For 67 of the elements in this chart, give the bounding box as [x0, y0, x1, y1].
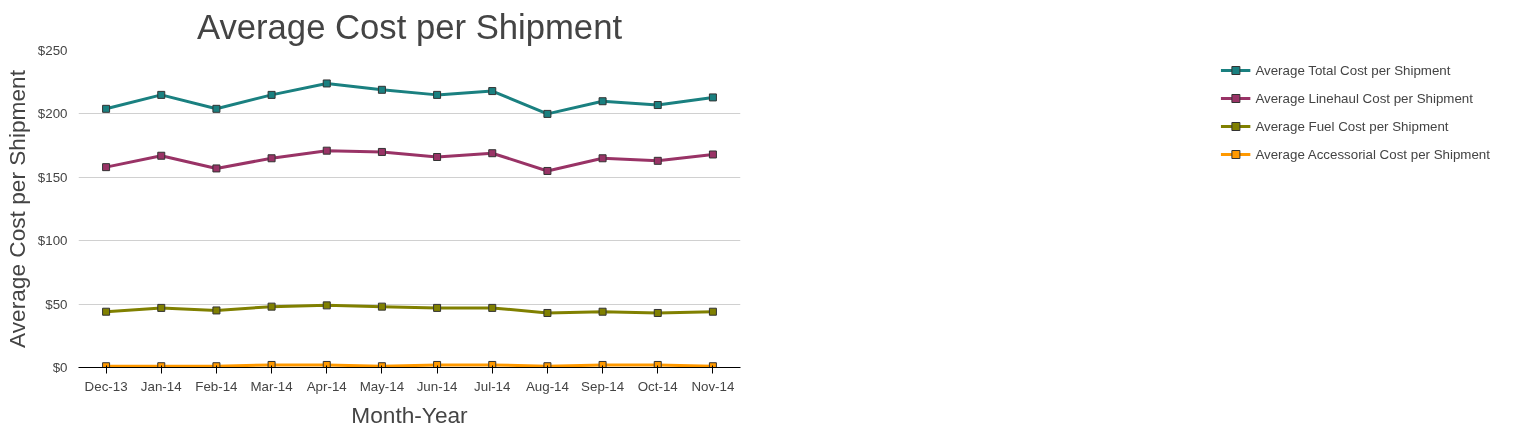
point [708, 93, 717, 102]
point [708, 150, 717, 159]
point [267, 154, 276, 163]
x-tick-label: Mar-14 [250, 378, 294, 394]
point [653, 101, 662, 110]
point [102, 104, 111, 113]
point [157, 90, 166, 99]
point [377, 147, 386, 156]
point [543, 109, 552, 118]
y-tick-label: $50 [45, 296, 68, 312]
point [102, 163, 111, 172]
x-tick-label: May-14 [359, 378, 405, 394]
point [488, 87, 497, 96]
chart-title: Average Cost per Shipment [196, 7, 623, 46]
legend-label: Average Fuel Cost per Shipment [1255, 118, 1449, 134]
point [322, 301, 331, 310]
x-tick-label: Aug-14 [525, 378, 570, 394]
point [267, 360, 276, 368]
point [543, 166, 552, 175]
x-tick-label: Sep-14 [581, 378, 625, 394]
point [653, 308, 662, 317]
point [157, 303, 166, 312]
point [102, 307, 111, 316]
point [653, 360, 662, 368]
point [708, 307, 717, 316]
point [598, 154, 607, 163]
x-tick-label: Oct-14 [637, 378, 679, 394]
point [157, 151, 166, 160]
legend-label: Average Total Cost per Shipment [1255, 62, 1451, 78]
x-tick-label: Feb-14 [195, 378, 239, 394]
x-axis-title: Month-Year [351, 401, 469, 428]
point [598, 97, 607, 106]
x-tick-label: Apr-14 [306, 378, 348, 394]
point [653, 156, 662, 165]
point [598, 307, 607, 316]
point [267, 90, 276, 99]
point [598, 360, 607, 368]
point [377, 302, 386, 311]
point [433, 360, 442, 368]
y-tick-label: $0 [52, 360, 68, 375]
y-tick-label: $150 [37, 169, 68, 185]
point [433, 303, 442, 312]
point [377, 85, 386, 94]
x-tick-label: Jul-14 [474, 378, 511, 394]
legend-label: Average Linehaul Cost per Shipment [1255, 90, 1473, 106]
x-tick-label: Jun-14 [416, 378, 459, 394]
point [212, 104, 221, 113]
point [543, 308, 552, 317]
point [433, 153, 442, 162]
point [488, 149, 497, 158]
point [212, 164, 221, 173]
y-tick-label: $200 [37, 106, 68, 122]
x-tick-label: Jan-14 [140, 378, 183, 394]
legend-label: Average Accessorial Cost per Shipment [1255, 146, 1490, 162]
y-axis-title: Average Cost per Shipment [3, 69, 30, 348]
y-tick-label: $100 [37, 233, 68, 249]
point [488, 360, 497, 368]
point [322, 360, 331, 368]
point [433, 90, 442, 99]
x-tick-label: Dec-13 [84, 378, 128, 394]
y-tick-label: $250 [37, 43, 68, 58]
point [322, 79, 331, 88]
x-tick-label: Nov-14 [691, 378, 735, 394]
point [488, 303, 497, 312]
point [322, 146, 331, 155]
point [267, 302, 276, 311]
point [212, 306, 221, 315]
